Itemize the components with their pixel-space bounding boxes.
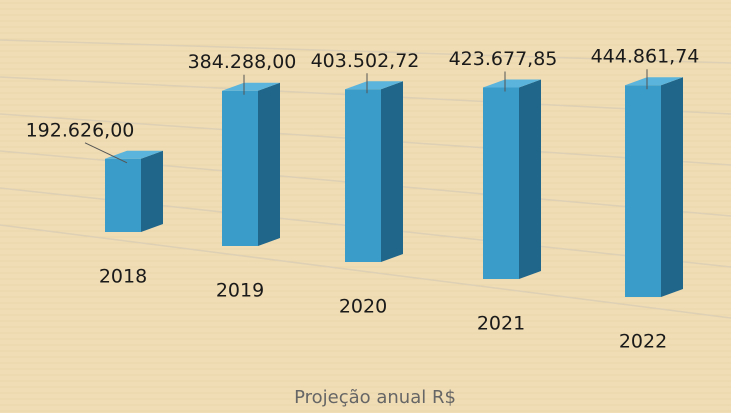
bar-top <box>222 82 280 91</box>
bar-side <box>381 81 403 262</box>
grid-line <box>0 224 731 319</box>
bar-side <box>141 150 163 232</box>
bar-top <box>625 77 683 86</box>
bar <box>222 82 280 246</box>
data-label: 384.288,00 <box>188 51 297 73</box>
bar-side <box>258 82 280 246</box>
x-tick-label: 2022 <box>619 331 667 353</box>
x-tick-label: 2018 <box>99 266 147 288</box>
bar-side <box>661 77 683 297</box>
data-label: 444.861,74 <box>591 46 700 68</box>
data-label: 192.626,00 <box>26 119 135 141</box>
bar <box>345 81 403 262</box>
bar-top <box>345 81 403 90</box>
bar-side <box>519 79 541 279</box>
grid-line <box>0 39 731 64</box>
data-label: 423.677,85 <box>449 48 558 70</box>
x-tick-label: 2019 <box>216 280 264 302</box>
bar <box>483 79 541 279</box>
bar <box>625 77 683 297</box>
bar-front <box>625 85 661 297</box>
x-tick-label: 2020 <box>339 296 387 318</box>
data-label: 403.502,72 <box>311 50 420 72</box>
x-tick-label: 2021 <box>477 313 525 335</box>
leader-line <box>84 142 128 164</box>
bar-top <box>105 150 163 159</box>
bar-top <box>483 79 541 88</box>
bar-front <box>105 158 141 232</box>
chart-title: Projeção anual R$ <box>294 387 456 408</box>
bar-front <box>222 90 258 246</box>
bar <box>105 150 163 232</box>
bar-front <box>345 89 381 262</box>
bar-front <box>483 87 519 279</box>
